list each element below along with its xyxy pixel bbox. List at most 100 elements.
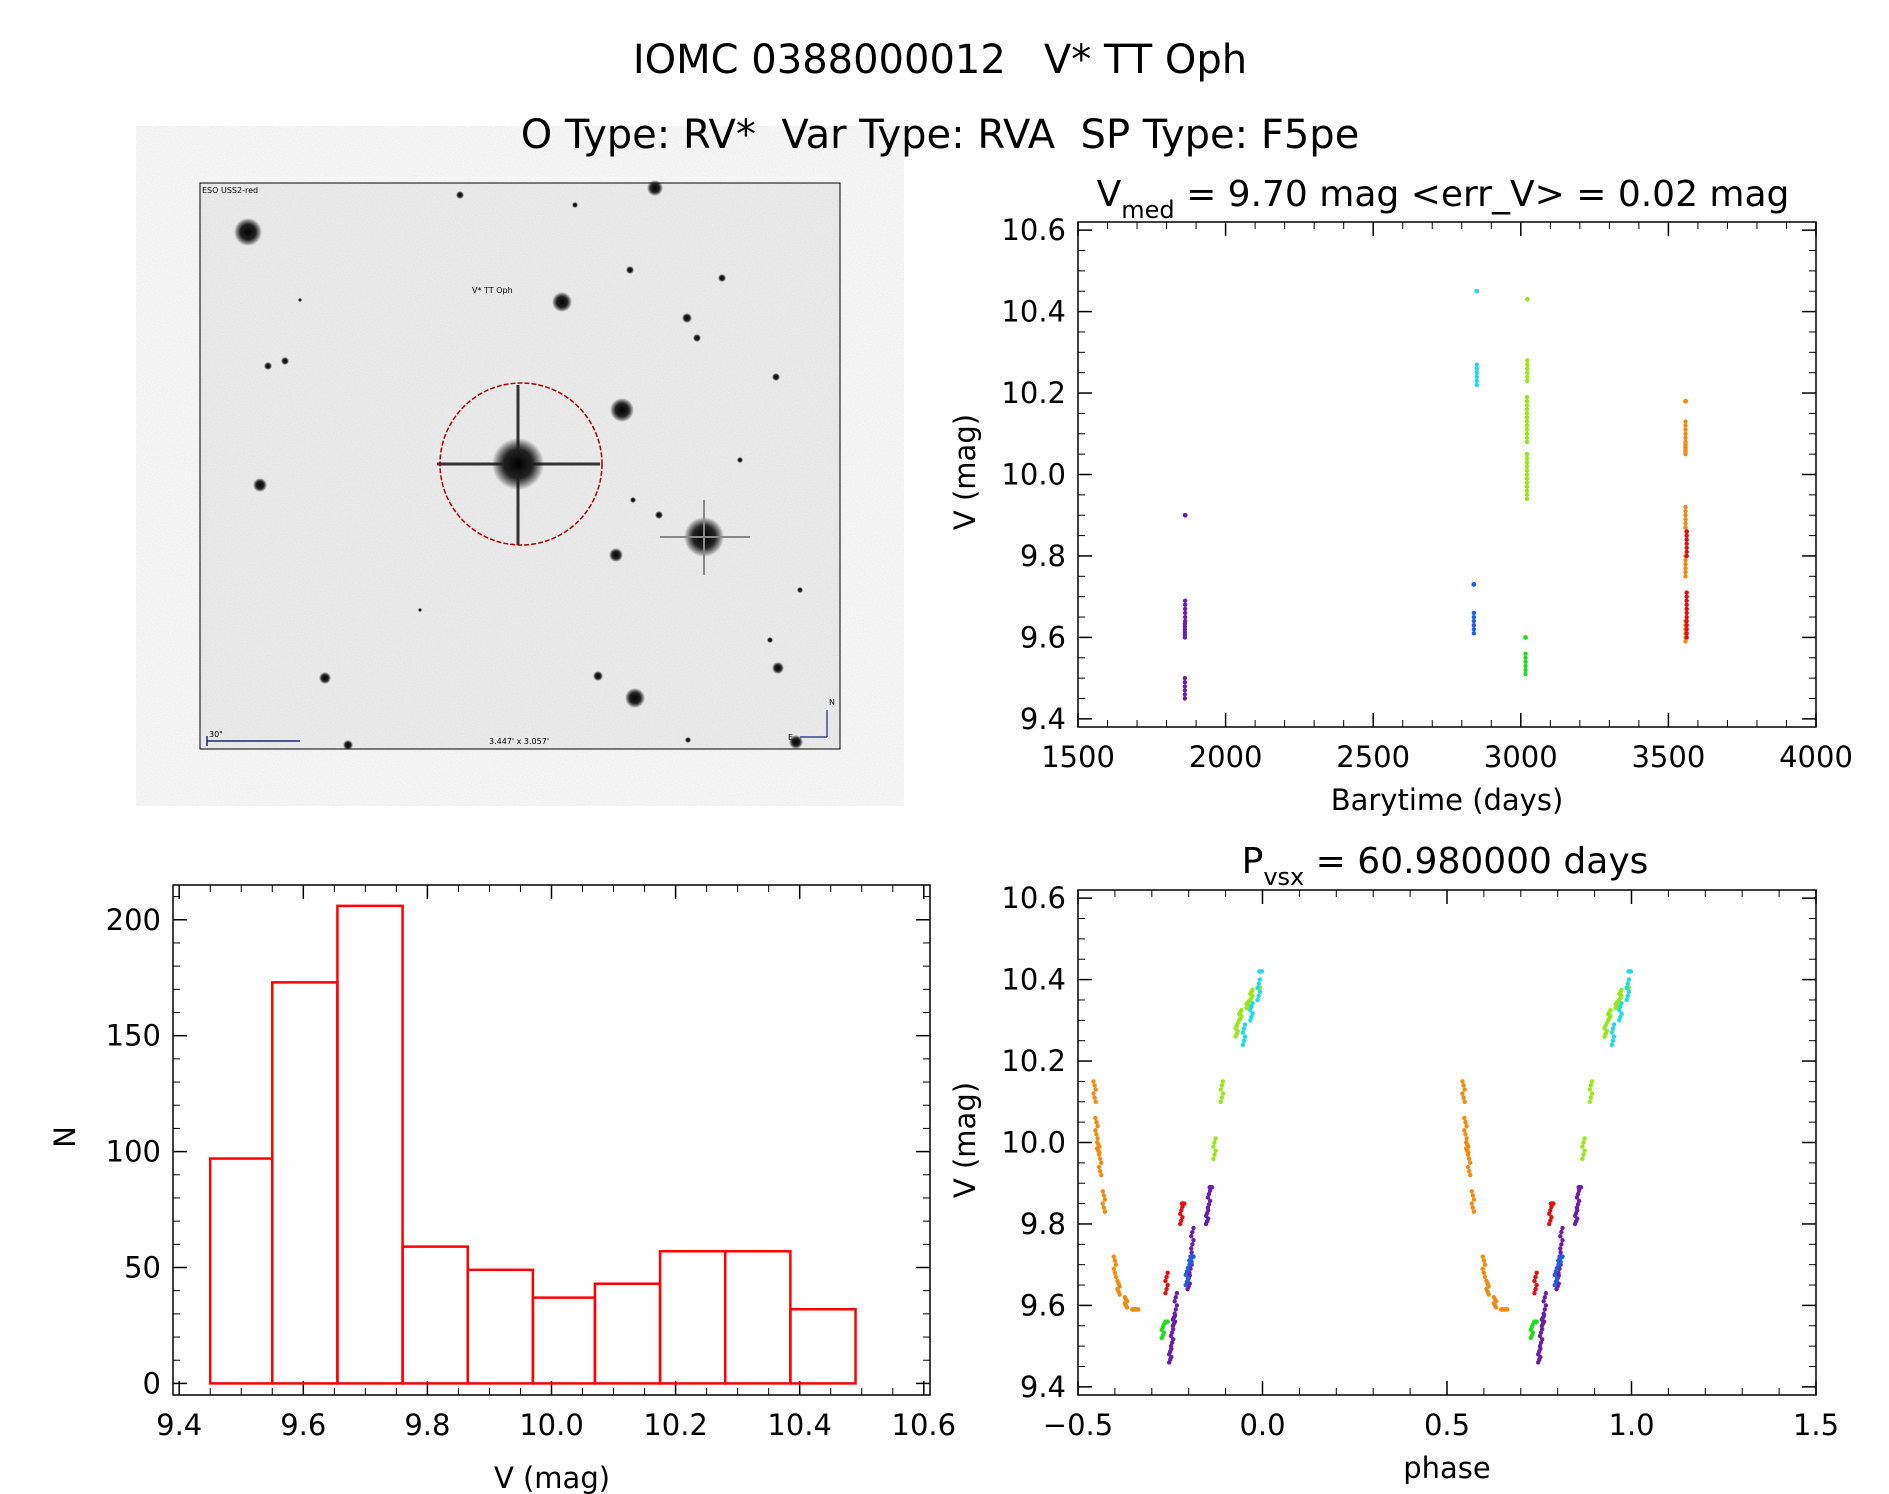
phased-curve-data-point [1575, 1202, 1581, 1207]
phased-curve-data-point [1256, 993, 1262, 999]
field-star [625, 688, 645, 708]
field-star [253, 478, 267, 492]
phased-curve-data-point [1462, 1087, 1467, 1092]
phased-curve-y-tick-label: 9.4 [1020, 1370, 1066, 1404]
light-curve-plot-frame [1077, 221, 1817, 728]
phased-curve-data-point [1206, 1191, 1212, 1197]
light-curve-data-point [1471, 631, 1477, 636]
histogram-x-tick-label: 9.8 [404, 1408, 450, 1442]
phased-curve-data-point [1240, 1042, 1246, 1047]
light-curve-data-point [1525, 297, 1530, 302]
light-curve-data-point [1684, 594, 1689, 599]
phased-curve-data-point [1624, 985, 1629, 990]
phased-curve-data-point [1173, 1307, 1178, 1312]
histogram-chart: 9.4 9.6 9.8 10.0 10.2 10.4 10.6 0 50 100 150 200 V … [48, 884, 956, 1494]
figure-subtitle: O Type: RV* Var Type: RVA SP Type: F5pe [521, 112, 1360, 158]
field-star [682, 313, 692, 323]
light-curve-data-point [1182, 513, 1188, 518]
phased-curve-data-point [1560, 1254, 1565, 1259]
light-curve-data-point [1684, 606, 1689, 612]
phased-curve-data-point [1547, 1211, 1552, 1216]
phased-curve-data-point [1212, 1140, 1217, 1145]
light-curve-data-point [1683, 639, 1688, 644]
phased-curve-data-point [1171, 1337, 1176, 1342]
phased-curve-title: Pvsx = 60.980000 days [1242, 841, 1649, 891]
phased-curve-data-point [1185, 1265, 1191, 1271]
phased-curve-data-point [1168, 1343, 1174, 1349]
light-curve-data-point [1684, 627, 1689, 632]
phased-curve-data-point [1589, 1091, 1595, 1096]
light-curve-data-point [1524, 403, 1530, 408]
field-star [693, 334, 701, 342]
phased-curve-data-point [1540, 1326, 1545, 1332]
phased-curve-data-point [1468, 1160, 1473, 1166]
light-curve-x-tick-label: 2500 [1336, 740, 1410, 774]
phased-curve-data-point [1255, 985, 1260, 990]
histogram-x-tick-label: 10.2 [643, 1408, 708, 1442]
light-curve-data-point [1684, 590, 1689, 595]
light-curve-data-point [1182, 598, 1188, 603]
light-curve-data-point [1525, 366, 1530, 371]
phased-curve-data-point [1580, 1144, 1585, 1149]
phased-curve-data-point [1462, 1099, 1467, 1104]
phased-curve-data-point [1554, 1276, 1560, 1281]
phased-curve-data-point [1548, 1208, 1553, 1213]
phased-curve-data-point [1241, 1026, 1247, 1031]
light-curve-data-point [1474, 366, 1480, 371]
light-curve-data-point [1182, 692, 1188, 697]
phased-curve-data-point [1469, 1201, 1474, 1206]
phased-curve-data-point [1576, 1198, 1582, 1204]
phased-curve-data-point [1092, 1095, 1097, 1100]
light-curve-data-point [1524, 419, 1530, 424]
phased-curve-data-point [1100, 1189, 1105, 1194]
phased-curve-data-point [1240, 1030, 1246, 1035]
light-curve-data-point [1683, 435, 1688, 441]
phased-curve-data-point [1093, 1099, 1098, 1104]
phased-curve-data-point [1532, 1290, 1537, 1296]
phased-curve-data-point [1099, 1172, 1104, 1178]
field-star [772, 373, 780, 381]
phased-curve-data-point [1180, 1204, 1185, 1210]
phased-curve-data-point [1171, 1326, 1176, 1332]
light-curve-data-point [1471, 627, 1477, 632]
phased-curve-data-point [1209, 1185, 1215, 1190]
phased-curve-data-point [1609, 1030, 1615, 1035]
phased-curve-data-point [1542, 1295, 1547, 1300]
light-curve-data-point [1683, 427, 1688, 432]
light-curve-data-point [1525, 374, 1530, 379]
phased-curve-data-point [1249, 1014, 1254, 1020]
phased-curve-data-point [1558, 1246, 1563, 1251]
light-curve-data-point [1524, 427, 1530, 432]
phased-curve-data-point [1219, 1095, 1225, 1100]
phased-curve-data-point [1617, 1007, 1622, 1013]
phased-curve-x-tick-label: −0.5 [1043, 1408, 1113, 1442]
light-curve-data-point [1524, 468, 1530, 473]
phased-curve-data-point [1551, 1201, 1556, 1206]
phased-curve-data-point [1213, 1148, 1218, 1153]
sky-frame [199, 182, 841, 750]
phased-curve-data-point [1242, 1034, 1248, 1039]
phased-curve-data-point [1164, 1286, 1169, 1292]
field-star [343, 740, 353, 750]
phased-curve-data-point [1626, 977, 1632, 982]
phased-curve-data-point [1097, 1168, 1103, 1174]
phased-curve-data-point [1117, 1292, 1122, 1297]
phased-curve-data-point [1093, 1115, 1098, 1121]
light-curve-y-tick-label: 10.6 [1001, 213, 1066, 247]
phased-curve-data-point [1174, 1290, 1180, 1296]
phased-curve-data-point [1184, 1279, 1190, 1284]
light-curve-data-point [1683, 423, 1688, 428]
light-curve-title-subscript: med [1121, 196, 1174, 224]
histogram-plot-frame [172, 884, 931, 1396]
phased-curve-data-point [1493, 1305, 1499, 1310]
field-star [572, 202, 578, 208]
phased-curve-data-point [1168, 1333, 1174, 1339]
field-star [593, 671, 603, 681]
compass: N E [788, 698, 835, 742]
phased-curve-data-point [1617, 1018, 1622, 1023]
phased-curve-data-point [1463, 1119, 1468, 1125]
phased-curve-data-point [1611, 1022, 1617, 1027]
light-curve-title-symbol: V [1097, 174, 1122, 215]
phased-curve-y-tick-label: 9.8 [1020, 1207, 1066, 1241]
phased-curve-data-point [1183, 1272, 1188, 1278]
